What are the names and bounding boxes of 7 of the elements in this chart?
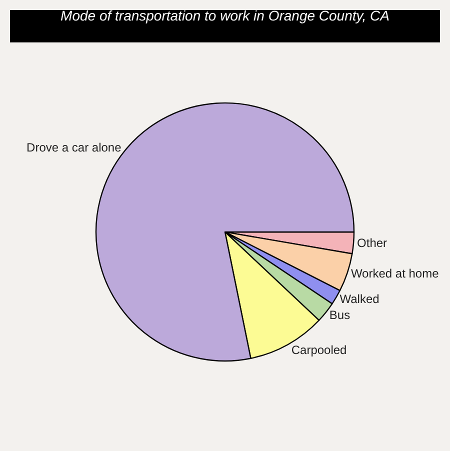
slice-label: Walked (340, 292, 380, 306)
slice-label: Drove a car alone (26, 140, 122, 155)
slice-label: Bus (329, 308, 350, 322)
chart-title: Mode of transportation to work in Orange County, CA (60, 8, 390, 24)
slice-label: Carpooled (291, 342, 347, 357)
slice-label: Worked at home (350, 266, 440, 280)
slice-label: Other (357, 236, 388, 250)
